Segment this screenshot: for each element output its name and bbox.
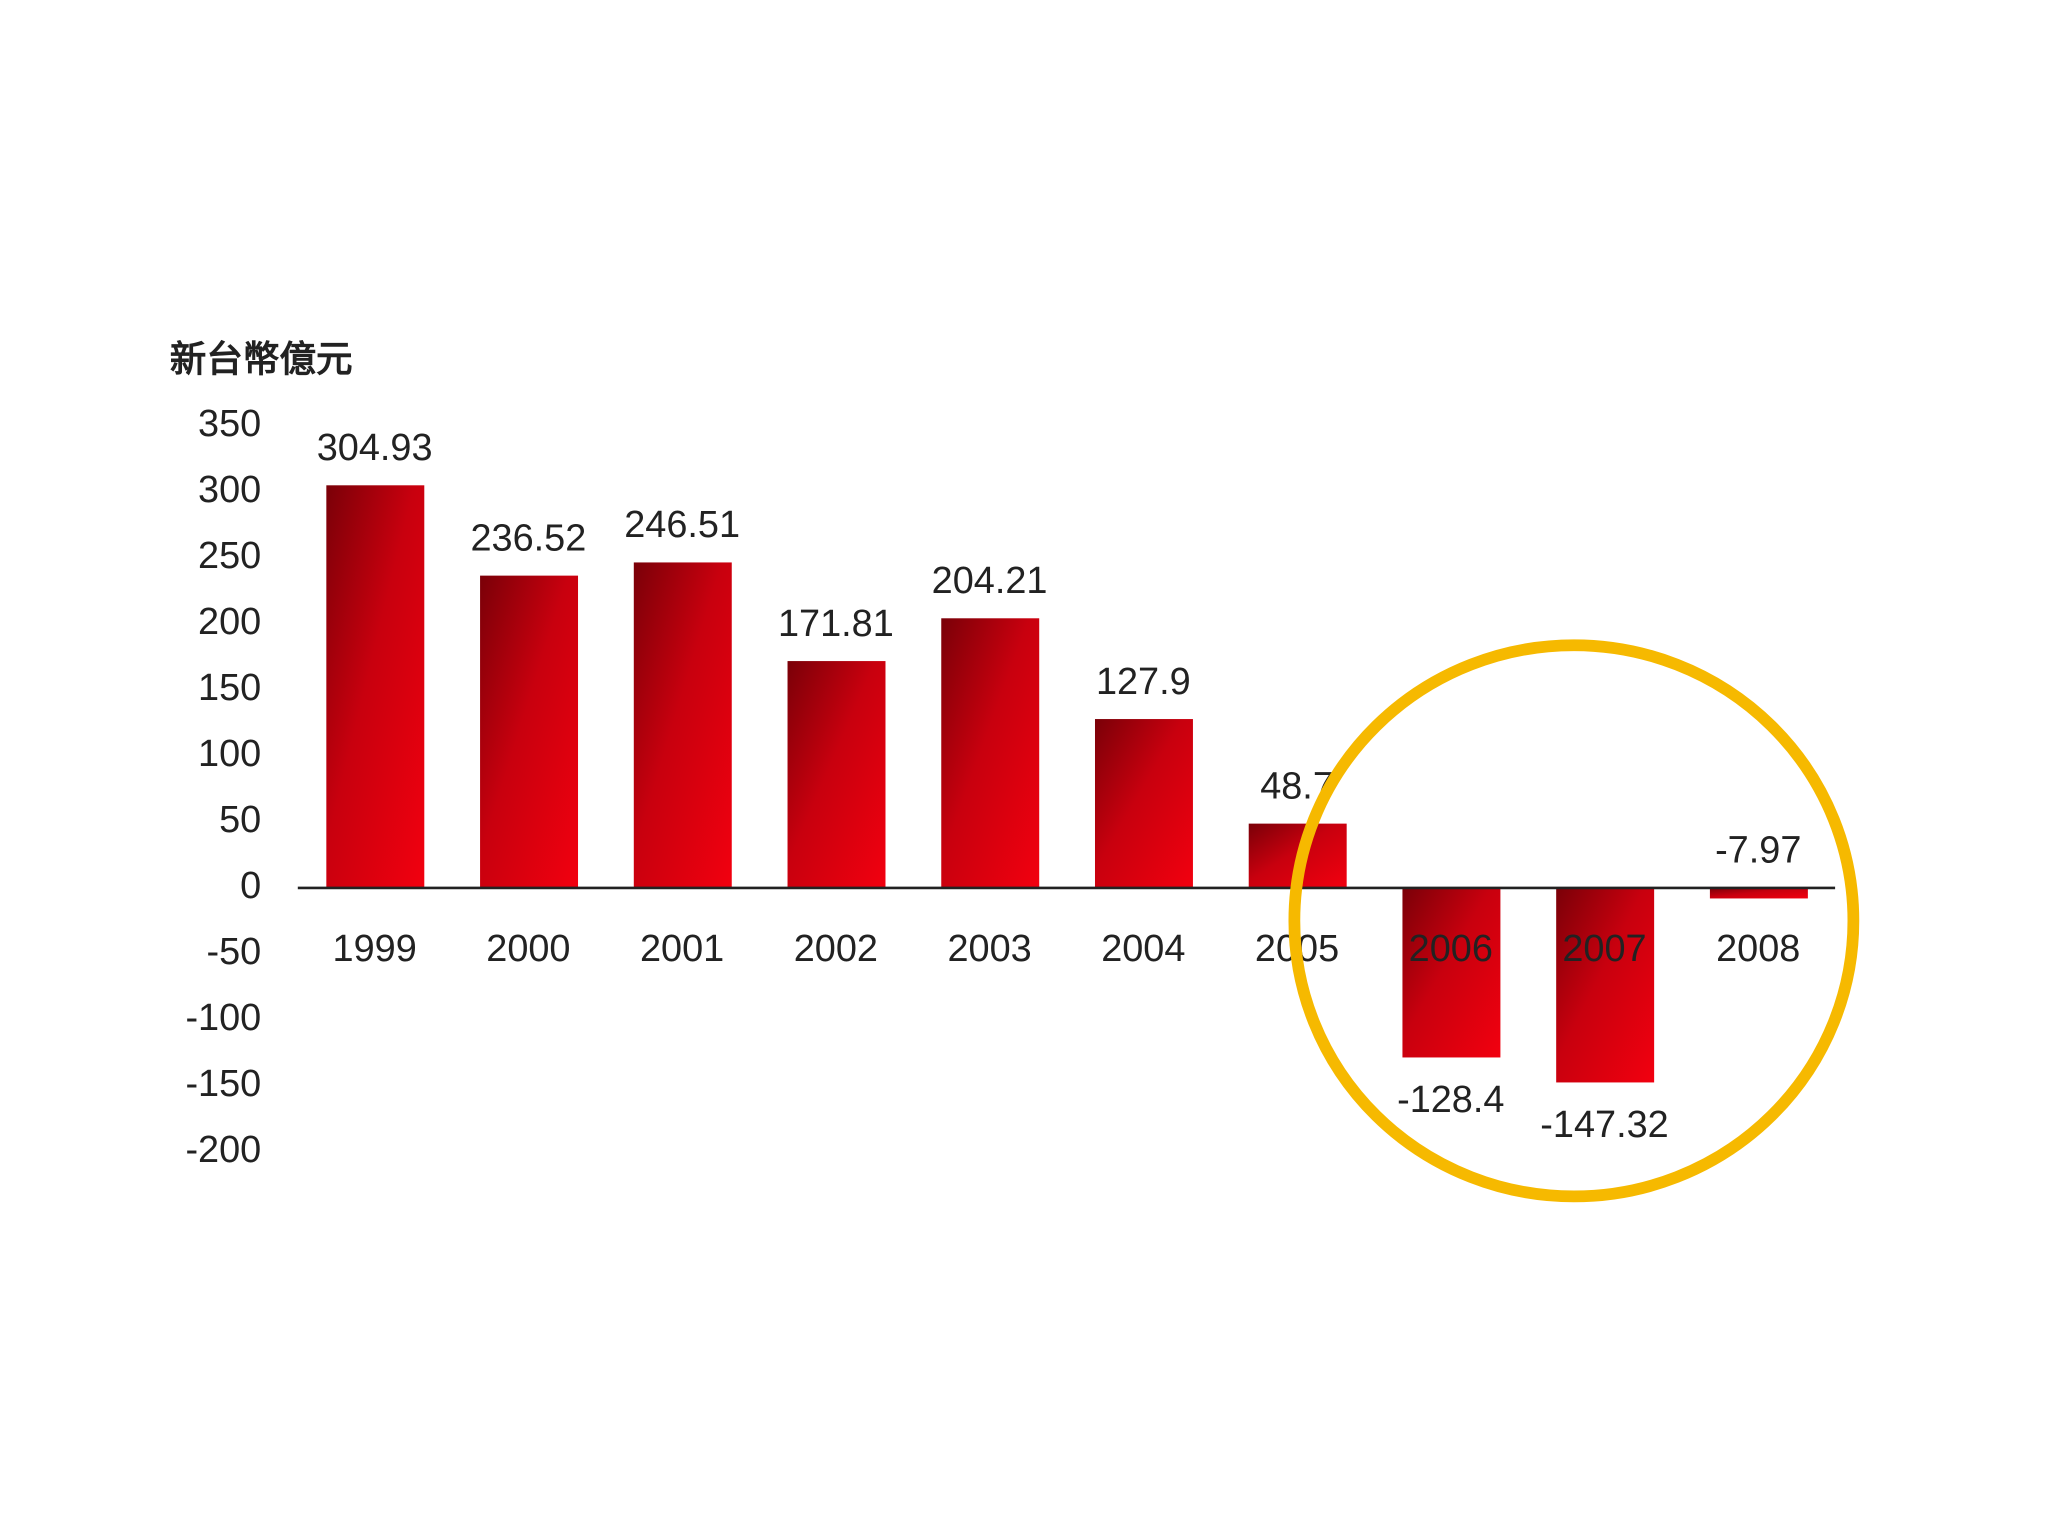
highlight-circle bbox=[1288, 639, 1860, 1203]
x-tick-label: 2008 bbox=[1716, 928, 1800, 970]
y-tick-label: -100 bbox=[185, 997, 261, 1039]
value-label: 246.51 bbox=[624, 504, 740, 546]
bar bbox=[787, 661, 886, 888]
y-tick-label: 200 bbox=[198, 601, 261, 643]
y-tick-label: 100 bbox=[198, 733, 261, 775]
y-tick-label: 250 bbox=[198, 535, 261, 577]
x-tick-label: 2007 bbox=[1562, 928, 1646, 970]
y-tick-label: 300 bbox=[198, 469, 261, 511]
x-tick-label: 2006 bbox=[1409, 928, 1493, 970]
bar bbox=[480, 575, 579, 888]
bar bbox=[941, 618, 1040, 888]
bar bbox=[1094, 719, 1193, 888]
value-label: -7.97 bbox=[1715, 830, 1801, 872]
value-label: 204.21 bbox=[932, 560, 1048, 602]
bar bbox=[1556, 887, 1655, 1083]
y-tick-label: -50 bbox=[207, 931, 262, 973]
bar bbox=[1709, 887, 1808, 899]
bar bbox=[326, 485, 425, 888]
value-label: -128.4 bbox=[1397, 1079, 1504, 1121]
y-tick-label: 350 bbox=[198, 403, 261, 445]
value-label: 236.52 bbox=[470, 517, 586, 559]
x-tick-label: 2003 bbox=[947, 928, 1031, 970]
y-tick-label: 50 bbox=[219, 799, 261, 841]
bar bbox=[633, 562, 732, 888]
y-tick-label: -200 bbox=[185, 1129, 261, 1171]
x-tick-label: 2000 bbox=[486, 928, 570, 970]
x-tick-label: 1999 bbox=[333, 928, 417, 970]
y-tick-label: 150 bbox=[198, 667, 261, 709]
x-tick-label: 2001 bbox=[640, 928, 724, 970]
bar bbox=[1402, 887, 1501, 1058]
value-label: 127.9 bbox=[1096, 661, 1191, 703]
y-tick-label: -150 bbox=[185, 1063, 261, 1105]
y-tick-label: 0 bbox=[240, 865, 261, 907]
value-label: 171.81 bbox=[778, 603, 894, 645]
x-tick-label: 2002 bbox=[794, 928, 878, 970]
plot: -200 -150 -100 -50 0 50 100 150 200 250 300 350 304.… bbox=[185, 403, 1836, 1171]
x-tick-label: 2004 bbox=[1101, 928, 1185, 970]
value-label: -147.32 bbox=[1540, 1104, 1668, 1146]
y-axis-label: 新台幣億元 bbox=[170, 338, 353, 379]
value-label: 304.93 bbox=[317, 427, 433, 469]
